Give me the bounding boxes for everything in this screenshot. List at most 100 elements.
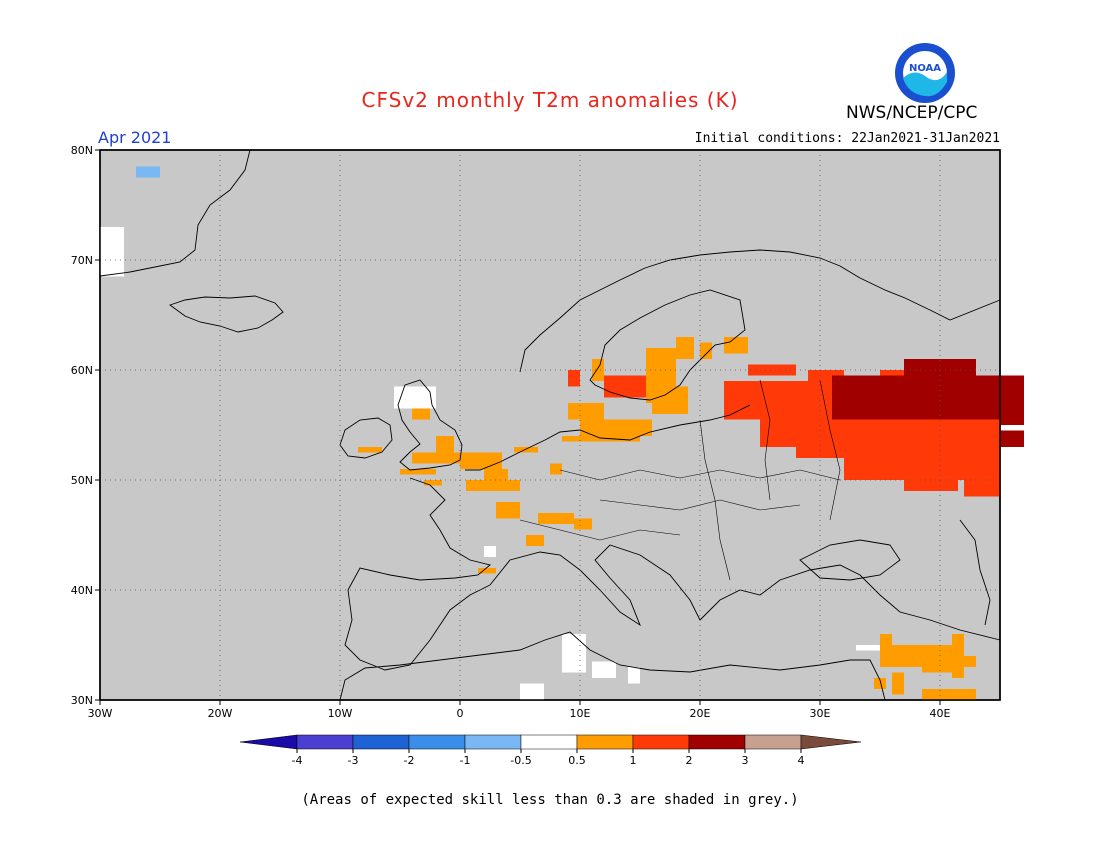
anomaly-cell (922, 645, 952, 673)
anomaly-cell (628, 667, 640, 684)
legend-color-box (744, 734, 802, 750)
anomaly-cell (796, 447, 904, 458)
anomaly-cell (574, 518, 592, 530)
legend-color-box (464, 734, 522, 750)
lon-tick-label: 30W (88, 707, 113, 720)
anomaly-cell (724, 337, 748, 354)
legend-color-box (296, 734, 354, 750)
lon-tick-label: 0 (457, 707, 464, 720)
map-frame (99, 149, 1001, 701)
anomaly-cell (646, 348, 676, 403)
anomaly-cell (976, 430, 1024, 447)
anomaly-cell (460, 452, 502, 469)
anomaly-cell (562, 634, 586, 673)
legend-color-box (520, 734, 578, 750)
legend-color-box (352, 734, 410, 750)
lon-tick-label: 10E (570, 707, 591, 720)
color-legend: -4 -3 -2 -1 -0.5 0.5 1 2 3 4 (239, 734, 862, 767)
anomaly-cell (502, 480, 520, 491)
anomaly-cell (562, 436, 640, 442)
anomaly-cell (832, 375, 1024, 425)
anomaly-cell (496, 502, 520, 519)
anomaly-cell (904, 480, 958, 491)
forecast-month: Apr 2021 (98, 128, 172, 147)
anomaly-cell (412, 452, 466, 464)
coastlines (99, 149, 1001, 701)
lon-tick-label: 20E (690, 707, 711, 720)
map-background (99, 149, 1001, 701)
lat-tick-label: 40N (71, 584, 93, 597)
anomaly-cell (700, 342, 712, 359)
noaa-logo: NOAA (895, 43, 955, 103)
legend-tick-label: -0.5 (510, 754, 531, 767)
lon-tick-label: 40E (930, 707, 951, 720)
legend-color-box (688, 734, 746, 750)
legend-color-box (408, 734, 466, 750)
lon-tick-label: 20W (208, 707, 233, 720)
anomaly-cell (904, 359, 976, 376)
anomaly-cell (844, 447, 1000, 480)
anomaly-cell (526, 535, 544, 546)
legend-arrow-high (800, 734, 862, 750)
anomaly-cell (892, 672, 904, 695)
lat-tick-label: 60N (71, 364, 93, 377)
anomaly-cell (100, 227, 124, 277)
noaa-logo-text: NOAA (909, 63, 941, 74)
anomaly-cell (514, 447, 538, 453)
legend-color-box (576, 734, 634, 750)
chart-title: CFSv2 monthly T2m anomalies (K) (361, 88, 739, 112)
anomaly-cell (424, 480, 442, 486)
anomaly-cell (928, 425, 964, 447)
anomaly-cell (484, 546, 496, 557)
lat-tick-label: 80N (71, 144, 93, 157)
anomaly-cell (952, 634, 964, 678)
lon-tick-label: 30E (810, 707, 831, 720)
legend-tick-label: -2 (404, 754, 415, 767)
anomaly-cell (136, 166, 160, 178)
legend-tick-label: 1 (630, 754, 637, 767)
anomaly-cell (484, 469, 508, 486)
legend-tick-label: 0.5 (568, 754, 586, 767)
anomaly-cell (412, 408, 430, 420)
anomaly-cell (724, 381, 832, 420)
anomaly-cell (880, 634, 892, 667)
anomaly-cell (568, 403, 604, 420)
anomaly-cell (478, 568, 496, 574)
anomaly-cell (832, 419, 1000, 447)
anomaly-cell (592, 359, 604, 381)
anomaly-cells (100, 166, 1024, 700)
lon-tick-label: 10W (328, 707, 353, 720)
anomaly-cell (400, 469, 436, 475)
anomaly-cell (676, 337, 694, 359)
lat-tick-label: 70N (71, 254, 93, 267)
anomaly-cell (358, 447, 382, 453)
legend-tick-label: 2 (686, 754, 693, 767)
anomaly-cell (892, 645, 922, 667)
anomaly-cell (592, 661, 616, 678)
anomaly-cell (964, 656, 976, 667)
anomaly-cell (394, 386, 436, 409)
legend-color-box (632, 734, 690, 750)
agency-label: NWS/NCEP/CPC (846, 103, 978, 123)
lat-tick-label: 50N (71, 474, 93, 487)
anomaly-cell (856, 645, 880, 651)
lat-tick-label: 30N (71, 694, 93, 707)
anomaly-cell (964, 480, 1000, 497)
skill-footnote: (Areas of expected skill less than 0.3 a… (301, 792, 799, 808)
anomaly-cell (760, 419, 832, 447)
anomaly-cell (568, 370, 580, 387)
initial-conditions: Initial conditions: 22Jan2021-31Jan2021 (694, 131, 1000, 146)
anomaly-cell (874, 678, 886, 689)
legend-tick-label: -3 (348, 754, 359, 767)
anomaly-cell (538, 513, 574, 524)
anomaly-cell (748, 364, 796, 376)
anomaly-cell (520, 683, 544, 700)
anomaly-cell (880, 370, 904, 381)
anomaly-cell (466, 480, 508, 491)
anomaly-cell (922, 689, 976, 700)
legend-tick-label: 4 (798, 754, 805, 767)
legend-tick-label: -4 (292, 754, 303, 767)
anomaly-cell (436, 436, 454, 464)
anomaly-cell (580, 419, 652, 436)
